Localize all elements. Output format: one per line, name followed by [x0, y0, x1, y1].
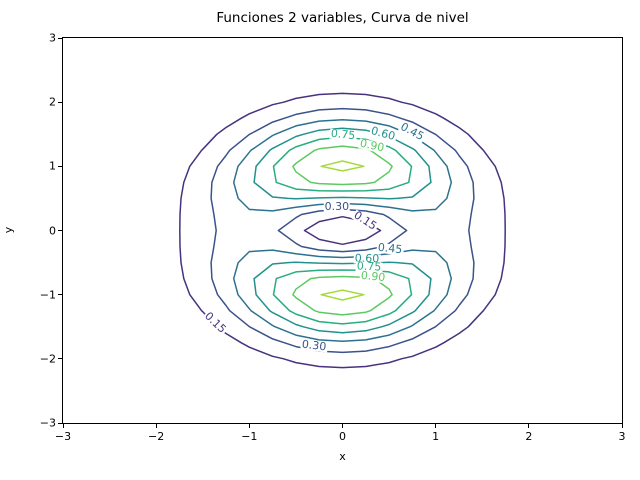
- x-tick-mark: [528, 424, 530, 428]
- contour-label-0.90: 0.90: [359, 268, 387, 284]
- contour-label-0.30: 0.30: [299, 337, 328, 354]
- x-tick-mark: [621, 424, 623, 428]
- contour-line-0.3: [210, 107, 475, 354]
- y-tick-label: 3: [49, 31, 56, 45]
- x-tick-label: 1: [432, 430, 440, 443]
- x-tick-mark: [248, 424, 250, 428]
- x-tick-mark: [155, 424, 157, 428]
- x-tick-label: −1: [241, 430, 258, 443]
- y-tick-label: 2: [49, 95, 56, 109]
- contour-line-0.6: [253, 127, 432, 334]
- x-axis-label: x: [339, 450, 346, 463]
- x-tick-label: 0: [339, 430, 346, 443]
- plot-area: 0.75 0.60 0.45 0.90 0.30 0.15 0.45 0.60 0.75 0.90…: [63, 38, 622, 423]
- plot-title: Funciones 2 variables, Curva de nivel: [216, 10, 469, 26]
- y-tick-label: 1: [49, 159, 56, 173]
- y-tick-label: −1: [39, 288, 56, 302]
- y-tick-mark: [58, 358, 62, 360]
- contour-canvas: [179, 92, 506, 369]
- y-tick-mark: [58, 165, 62, 167]
- x-tick-mark: [342, 424, 343, 428]
- y-tick-mark: [58, 37, 62, 39]
- x-tick-label: 2: [525, 430, 533, 443]
- x-tick-label: 3: [618, 430, 626, 443]
- y-tick-label: −3: [39, 416, 56, 430]
- y-tick-label: −2: [39, 352, 56, 366]
- x-tick-label: −2: [148, 430, 165, 443]
- y-tick-mark: [58, 422, 62, 424]
- contour-line-0.9: [292, 145, 393, 316]
- x-tick-mark: [435, 424, 437, 428]
- contour-label-0.30: 0.30: [323, 199, 351, 213]
- axes-frame: [62, 37, 623, 424]
- y-tick-label: 0: [49, 224, 56, 237]
- y-tick-mark: [58, 101, 62, 103]
- x-tick-label: −3: [54, 430, 72, 443]
- y-axis-label: y: [1, 226, 15, 234]
- contour-line-1.05: [320, 160, 365, 301]
- contour-label-0.75: 0.75: [328, 126, 357, 143]
- contour-line-0.45: [232, 118, 453, 343]
- y-tick-mark: [58, 230, 62, 231]
- x-tick-mark: [62, 424, 64, 428]
- y-tick-mark: [58, 294, 62, 296]
